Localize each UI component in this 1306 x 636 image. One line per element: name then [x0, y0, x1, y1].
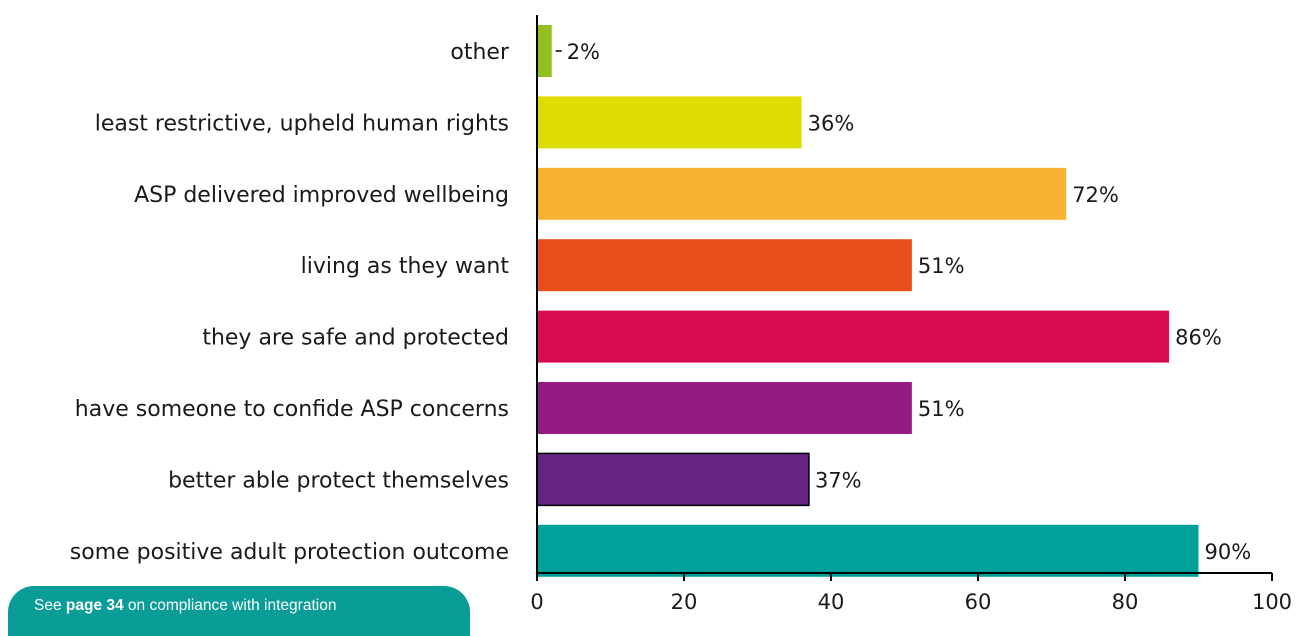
bar-0: [537, 25, 552, 77]
category-label-1: least restrictive, upheld human rights: [95, 111, 509, 136]
x-tick-label-2: 40: [818, 590, 845, 614]
value-label-7: 90%: [1205, 540, 1252, 564]
value-label-2: 72%: [1072, 183, 1119, 207]
bar-6: [536, 452, 810, 507]
x-tick-label-0: 0: [530, 590, 543, 614]
bar-5: [537, 382, 912, 434]
note-prefix: See: [34, 597, 66, 614]
category-label-7: some positive adult protection outcome: [70, 540, 509, 565]
x-axis: 0 20 40 60 80 100: [530, 572, 1292, 614]
page-link[interactable]: page 34: [65, 597, 124, 614]
x-tick-label-1: 20: [671, 590, 698, 614]
value-label-4: 86%: [1175, 326, 1222, 350]
value-label-0: 2%: [567, 40, 600, 64]
bar-2: [537, 167, 1067, 220]
bar-7: [537, 524, 1199, 577]
bar-chart: other least restrictive, upheld human rig…: [70, 15, 1292, 614]
x-tick-label-5: 100: [1252, 590, 1292, 614]
value-label-6: 37%: [815, 468, 862, 492]
value-label-1: 36%: [808, 111, 855, 135]
category-label-6: better able protect themselves: [168, 468, 509, 493]
x-tick-label-3: 60: [965, 590, 992, 614]
note-suffix: on compliance with integration: [123, 597, 337, 614]
value-label-3: 51%: [918, 254, 965, 278]
value-labels-group: 2% 36% 72% 51% 86% 51% 37% 90%: [555, 40, 1252, 564]
category-label-3: living as they want: [301, 254, 510, 279]
category-label-2: ASP delivered improved wellbeing: [134, 183, 509, 208]
bar-4: [537, 310, 1170, 363]
bar-1: [537, 96, 802, 149]
category-label-4: they are safe and protected: [202, 326, 509, 351]
category-labels-group: other least restrictive, upheld human rig…: [70, 40, 510, 565]
value-label-5: 51%: [918, 397, 965, 421]
category-label-0: other: [450, 40, 510, 65]
bars-group: [536, 25, 1199, 577]
bar-3: [537, 239, 912, 292]
page-reference-note: See page 34 on compliance with integrati…: [8, 586, 470, 636]
category-label-5: have someone to confide ASP concerns: [75, 397, 509, 422]
x-tick-label-4: 80: [1112, 590, 1139, 614]
